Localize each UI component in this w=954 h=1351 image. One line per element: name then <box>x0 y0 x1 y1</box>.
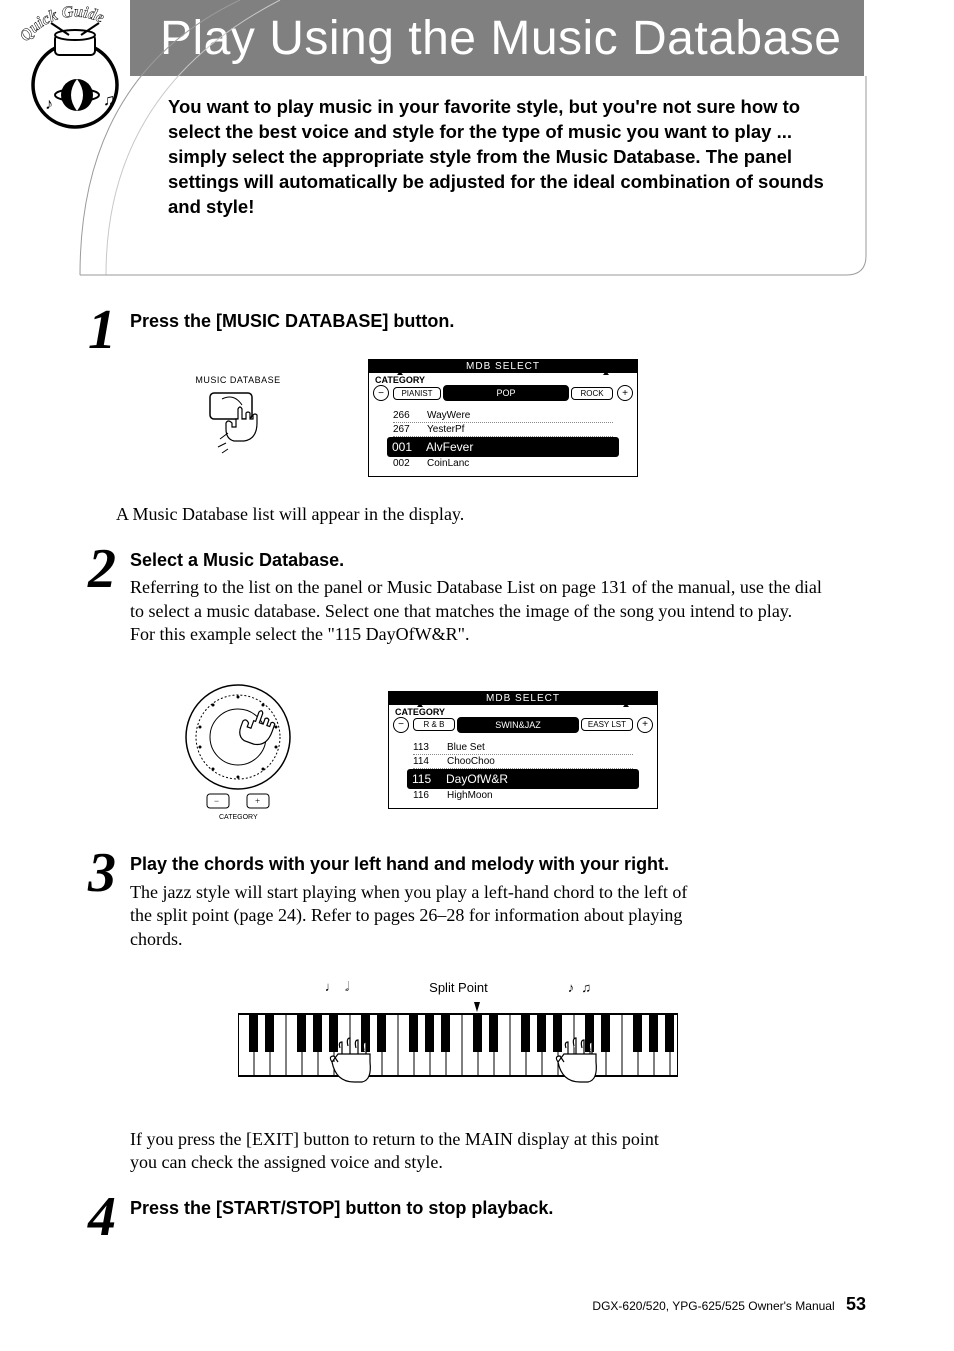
step-heading: Press the [MUSIC DATABASE] button. <box>130 310 838 333</box>
footer-text: DGX-620/520, YPG-625/525 Owner's Manual <box>592 1299 834 1313</box>
lcd-right-tab: EASY LST <box>581 718 633 731</box>
step-number: 3 <box>78 841 126 905</box>
lcd-title: MDB SELECT <box>369 360 637 373</box>
page-footer: DGX-620/520, YPG-625/525 Owner's Manual … <box>592 1294 866 1315</box>
lcd-right-tab: ROCK <box>571 387 613 400</box>
lcd-plus-icon: + <box>617 385 633 401</box>
lcd-left-tab: R & B <box>413 718 455 731</box>
lcd-row: 267YesterPf <box>393 423 613 437</box>
lcd-list: 266WayWere 267YesterPf 001AlvFever 002Co… <box>369 407 637 476</box>
note-icon: ♪ ♫ <box>568 980 591 995</box>
header-region: Play Using the Music Database ♪ ♫ <box>0 0 954 280</box>
step-body: The jazz style will start playing when y… <box>130 881 690 951</box>
lcd-row-selected: 115DayOfW&R <box>407 769 639 789</box>
lcd-minus-icon: − <box>393 717 409 733</box>
split-point-label: Split Point <box>429 980 488 995</box>
page: Play Using the Music Database ♪ ♫ <box>0 0 954 1351</box>
svg-text:♪: ♪ <box>45 96 53 113</box>
svg-text:♫: ♫ <box>103 92 115 109</box>
lcd-row-selected: 001AlvFever <box>387 437 619 457</box>
lcd-left-tab: PIANIST <box>393 387 441 400</box>
lcd-screen-2: MDB SELECT CATEGORY − R & B SWIN&JAZ EAS… <box>388 691 658 809</box>
lcd-row: 116HighMoon <box>413 789 633 802</box>
lcd-row: 114ChooChoo <box>413 755 633 769</box>
step-1-figures: MUSIC DATABASE MDB SELECT <box>168 359 838 477</box>
lcd-category-label: CATEGORY <box>375 375 425 385</box>
lcd-list: 113Blue Set 114ChooChoo 115DayOfW&R 116H… <box>389 739 657 808</box>
svg-text:+: + <box>255 796 260 806</box>
button-label: MUSIC DATABASE <box>168 375 308 385</box>
steps-container: 1 Press the [MUSIC DATABASE] button. MUS… <box>78 310 838 1240</box>
step-2-figures: − + CATEGORY MDB SELECT CATEGORY − R <box>168 672 838 827</box>
lcd-main-tab: POP <box>443 385 569 401</box>
step-3-after-text: If you press the [EXIT] button to return… <box>130 1128 690 1175</box>
title-banner: Play Using the Music Database <box>130 0 864 76</box>
lcd-plus-icon: + <box>637 717 653 733</box>
svg-text:−: − <box>214 796 219 806</box>
step-4: 4 Press the [START/STOP] button to stop … <box>78 1197 838 1220</box>
quick-guide-badge: ♪ ♫ Quick Guide <box>5 5 145 135</box>
lcd-minus-icon: − <box>373 385 389 401</box>
step-3: 3 Play the chords with your left hand an… <box>78 853 838 1174</box>
lcd-row: 113Blue Set <box>413 741 633 755</box>
step-body: Referring to the list on the panel or Mu… <box>130 576 838 646</box>
page-title: Play Using the Music Database <box>160 11 841 66</box>
lcd-row: 266WayWere <box>393 409 613 423</box>
keyboard-illustration: ♩ 𝅗𝅥 Split Point ♪ ♫ <box>233 979 683 1110</box>
step-1: 1 Press the [MUSIC DATABASE] button. MUS… <box>78 310 838 527</box>
lcd-main-tab: SWIN&JAZ <box>457 717 579 733</box>
step-number: 1 <box>78 298 126 362</box>
music-database-button-illustration: MUSIC DATABASE <box>168 375 308 461</box>
step-number: 4 <box>78 1185 126 1249</box>
step-1-after-text: A Music Database list will appear in the… <box>116 503 838 526</box>
intro-text: You want to play music in your favorite … <box>168 95 838 220</box>
page-number: 53 <box>846 1294 866 1314</box>
note-icon: ♩ 𝅗𝅥 <box>325 979 349 995</box>
lcd-row: 002CoinLanc <box>393 457 613 470</box>
step-2: 2 Select a Music Database. Referring to … <box>78 549 838 828</box>
step-heading: Select a Music Database. <box>130 549 838 572</box>
lcd-category-label: CATEGORY <box>395 707 445 717</box>
intro-box: You want to play music in your favorite … <box>168 95 838 220</box>
dial-category-label: CATEGORY <box>219 814 258 821</box>
dial-illustration: − + CATEGORY <box>168 672 328 827</box>
step-number: 2 <box>78 537 126 601</box>
lcd-screen-1: MDB SELECT CATEGORY − PIANIST POP ROCK <box>368 359 638 477</box>
step-heading: Play the chords with your left hand and … <box>130 853 690 876</box>
lcd-title: MDB SELECT <box>389 692 657 705</box>
step-heading: Press the [START/STOP] button to stop pl… <box>130 1197 838 1220</box>
